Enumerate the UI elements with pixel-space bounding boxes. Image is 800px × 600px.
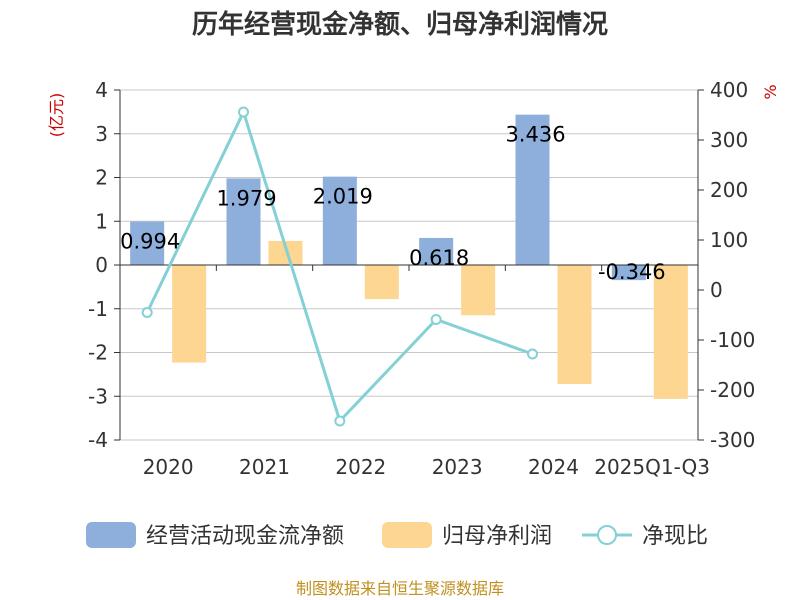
net-cash-ratio-point: [141, 307, 153, 318]
left-axis-unit: (亿元): [47, 93, 66, 138]
right-tick-label: -200: [710, 378, 755, 402]
right-tick-label: 400: [710, 78, 748, 102]
net-cash-ratio-point: [527, 348, 538, 360]
left-tick-label: 4: [95, 78, 108, 102]
left-tick-label: 3: [95, 122, 108, 146]
cashflow-data-label: -0.346: [598, 260, 666, 284]
left-tick-label: -3: [88, 384, 108, 408]
right-tick-label: -100: [710, 328, 755, 352]
cashflow-data-label: 0.618: [409, 246, 469, 270]
cashflow-data-label: 0.994: [120, 230, 180, 254]
bar-marks: [130, 114, 688, 399]
net-profit-bar: [653, 265, 688, 399]
legend-swatch-cashflow: [86, 522, 136, 548]
left-tick-label: 1: [95, 209, 108, 233]
axes: -4 -3 -2 -1 0 1 2 3 4 -300 -200 -100 0 100 200 300 400 (亿…: [47, 78, 780, 479]
left-tick-label: -4: [88, 428, 108, 452]
net-profit-bar: [172, 265, 207, 363]
left-tick-label: 0: [95, 253, 108, 277]
source-note: 制图数据来自恒生聚源数据库: [296, 579, 504, 598]
net-cash-ratio-point: [238, 106, 249, 118]
category-label: 2022: [335, 455, 386, 479]
legend: 经营活动现金流净额 归母净利润 净现比: [86, 522, 708, 549]
legend-label-line: 净现比: [642, 524, 708, 549]
net-profit-bar: [557, 265, 592, 384]
right-tick-label: 200: [710, 178, 748, 202]
right-tick-label: 0: [710, 278, 723, 302]
cashflow-bar: [515, 114, 550, 265]
right-tick-label: 300: [710, 128, 748, 152]
net-cash-ratio-point: [334, 415, 346, 427]
legend-swatch-net-profit: [382, 522, 432, 548]
category-label: 2020: [143, 455, 194, 479]
left-tick-label: -1: [88, 297, 108, 321]
cashflow-bar: [322, 176, 357, 265]
cashflow-bar: [611, 265, 646, 281]
net-profit-bar: [461, 265, 496, 316]
right-tick-label: -300: [710, 428, 755, 452]
category-label: 2021: [239, 455, 290, 479]
legend-label-cashflow: 经营活动现金流净额: [146, 524, 344, 549]
category-label: 2023: [432, 455, 483, 479]
left-tick-label: -2: [88, 341, 108, 365]
data-labels: 0.994 1.979 2.019 0.618 3.436 -0.346: [120, 123, 666, 284]
cashflow-data-label: 3.436: [505, 123, 565, 147]
right-tick-label: 100: [710, 228, 748, 252]
legend-swatch-marker: [597, 525, 617, 545]
cashflow-bar: [226, 178, 261, 265]
chart-title: 历年经营现金净额、归母净利润情况: [192, 9, 608, 40]
cashflow-bar: [130, 221, 165, 265]
right-axis-unit: %: [761, 84, 780, 99]
line-series: [141, 106, 538, 427]
category-label: 2025Q1-Q3: [594, 455, 710, 479]
category-label: 2024: [528, 455, 579, 479]
net-cash-ratio-point: [430, 314, 442, 325]
cashflow-bar: [419, 237, 454, 265]
cashflow-data-label: 1.979: [216, 186, 276, 210]
net-profit-bar: [364, 265, 399, 300]
left-tick-label: 2: [95, 166, 108, 190]
cashflow-data-label: 2.019: [313, 185, 373, 209]
legend-label-net-profit: 归母净利润: [442, 524, 552, 549]
